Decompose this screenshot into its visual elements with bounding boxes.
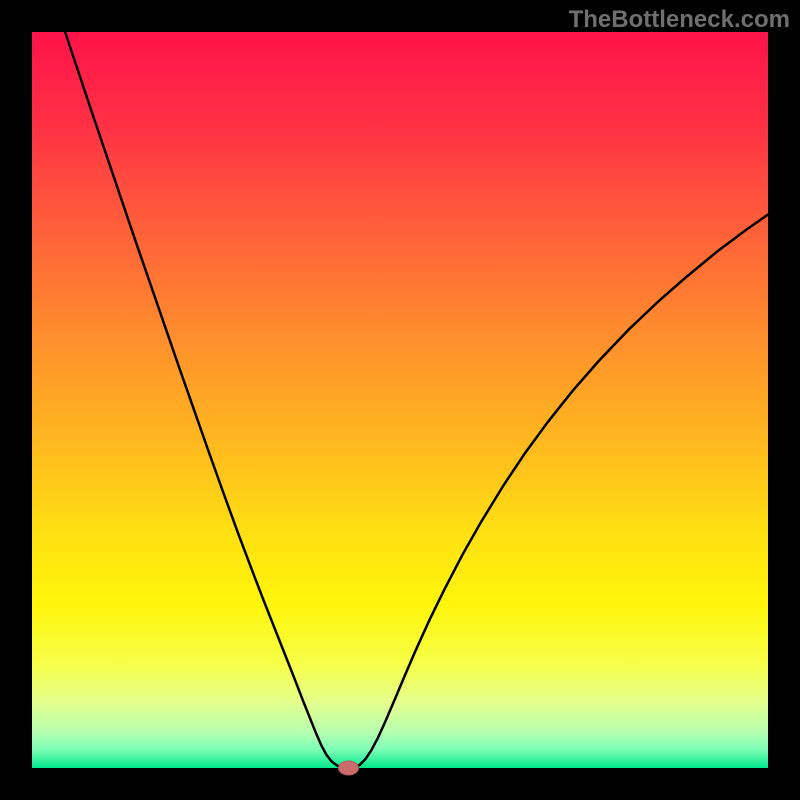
plot-background <box>32 32 768 768</box>
optimum-marker <box>338 761 358 775</box>
watermark-text: TheBottleneck.com <box>569 6 790 34</box>
bottleneck-chart <box>0 0 800 800</box>
chart-frame: { "watermark": { "text": "TheBottleneck.… <box>0 0 800 800</box>
